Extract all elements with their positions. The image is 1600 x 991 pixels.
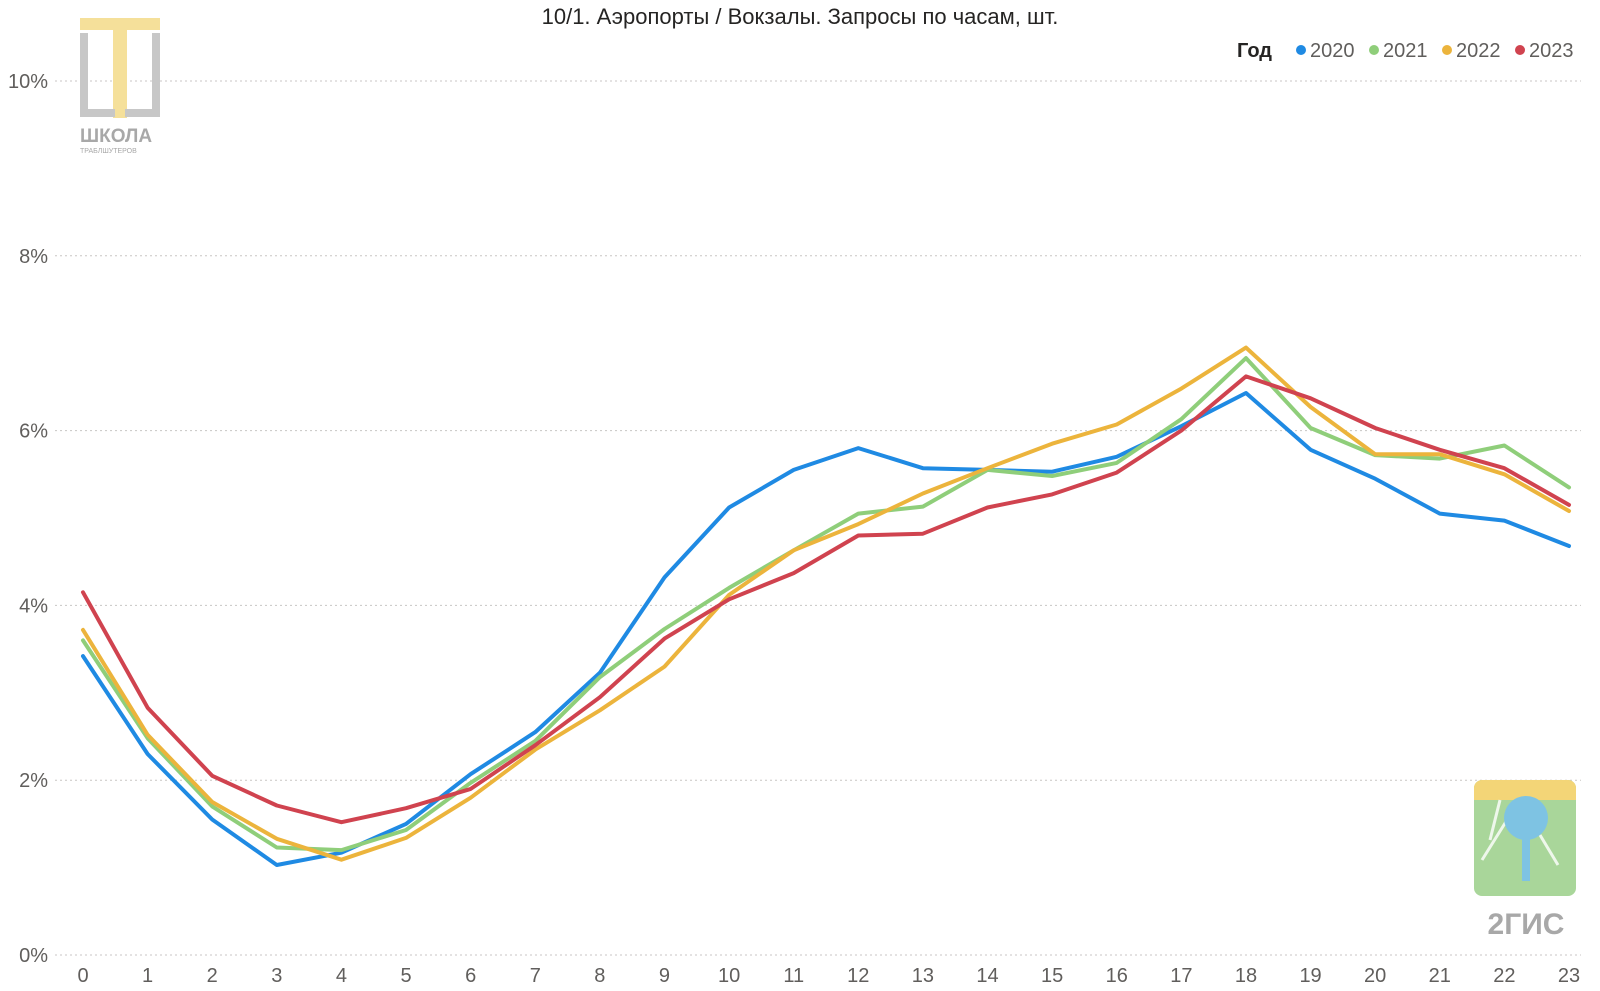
- legend-label-2021: 2021: [1383, 40, 1428, 62]
- y-tick-label: 8%: [19, 246, 48, 268]
- legend: Год 2020 2021 2022 2023: [1237, 40, 1574, 62]
- x-tick-label: 5: [400, 965, 411, 987]
- x-tick-label: 17: [1170, 965, 1192, 987]
- y-axis-ticks: 0% 2% 4% 6% 8% 10%: [8, 71, 48, 967]
- legend-title: Год: [1237, 40, 1272, 62]
- x-tick-label: 0: [77, 965, 88, 987]
- x-tick-label: 23: [1558, 965, 1580, 987]
- x-tick-label: 13: [912, 965, 934, 987]
- legend-marker-2022: [1442, 45, 1452, 55]
- series-line-2023: [81, 374, 1571, 825]
- x-tick-label: 22: [1493, 965, 1515, 987]
- x-tick-label: 16: [1106, 965, 1128, 987]
- x-tick-label: 21: [1429, 965, 1451, 987]
- x-tick-label: 10: [718, 965, 740, 987]
- legend-label-2022: 2022: [1456, 40, 1501, 62]
- x-tick-label: 11: [783, 965, 804, 987]
- legend-marker-2023: [1515, 45, 1525, 55]
- x-tick-label: 7: [530, 965, 541, 987]
- x-tick-label: 12: [847, 965, 869, 987]
- x-axis-ticks: 0 1 2 3 4 5 6 7 8 9 10 11 12 13 14 15 16 17 18 19 20 21 22 23: [77, 965, 1580, 987]
- series-line-2021: [81, 356, 1571, 853]
- y-tick-label: 0%: [19, 945, 48, 967]
- legend-marker-2020: [1296, 45, 1306, 55]
- series-line-2022: [81, 345, 1571, 862]
- x-tick-label: 9: [659, 965, 670, 987]
- legend-marker-2021: [1369, 45, 1379, 55]
- y-tick-label: 4%: [19, 595, 48, 617]
- gridlines: [55, 80, 1581, 956]
- x-tick-label: 8: [594, 965, 605, 987]
- x-tick-label: 4: [336, 965, 347, 987]
- school-logo: ШКОЛА ТРАБЛШУТЕРОВ: [80, 18, 160, 155]
- x-tick-label: 6: [465, 965, 476, 987]
- legend-label-2023: 2023: [1529, 40, 1574, 62]
- 2gis-logo-text: 2ГИС: [1488, 908, 1565, 941]
- x-tick-label: 15: [1041, 965, 1063, 987]
- 2gis-logo: 2ГИС: [1474, 780, 1576, 941]
- x-tick-label: 3: [271, 965, 282, 987]
- legend-label-2020: 2020: [1310, 40, 1355, 62]
- x-tick-label: 14: [976, 965, 998, 987]
- y-tick-label: 6%: [19, 421, 48, 443]
- x-tick-label: 20: [1364, 965, 1386, 987]
- x-tick-label: 1: [142, 965, 153, 987]
- chart-title: 10/1. Аэропорты / Вокзалы. Запросы по ча…: [542, 4, 1059, 29]
- legend-items: 2020 2021 2022 2023: [1296, 40, 1574, 62]
- x-tick-label: 18: [1235, 965, 1257, 987]
- y-tick-label: 10%: [8, 71, 48, 93]
- x-tick-label: 2: [207, 965, 218, 987]
- x-tick-label: 19: [1299, 965, 1321, 987]
- school-logo-subtext: ТРАБЛШУТЕРОВ: [80, 148, 137, 155]
- series-line-2020: [81, 391, 1571, 867]
- y-tick-label: 2%: [19, 770, 48, 792]
- series-lines: [81, 345, 1571, 867]
- school-logo-text: ШКОЛА: [80, 126, 152, 147]
